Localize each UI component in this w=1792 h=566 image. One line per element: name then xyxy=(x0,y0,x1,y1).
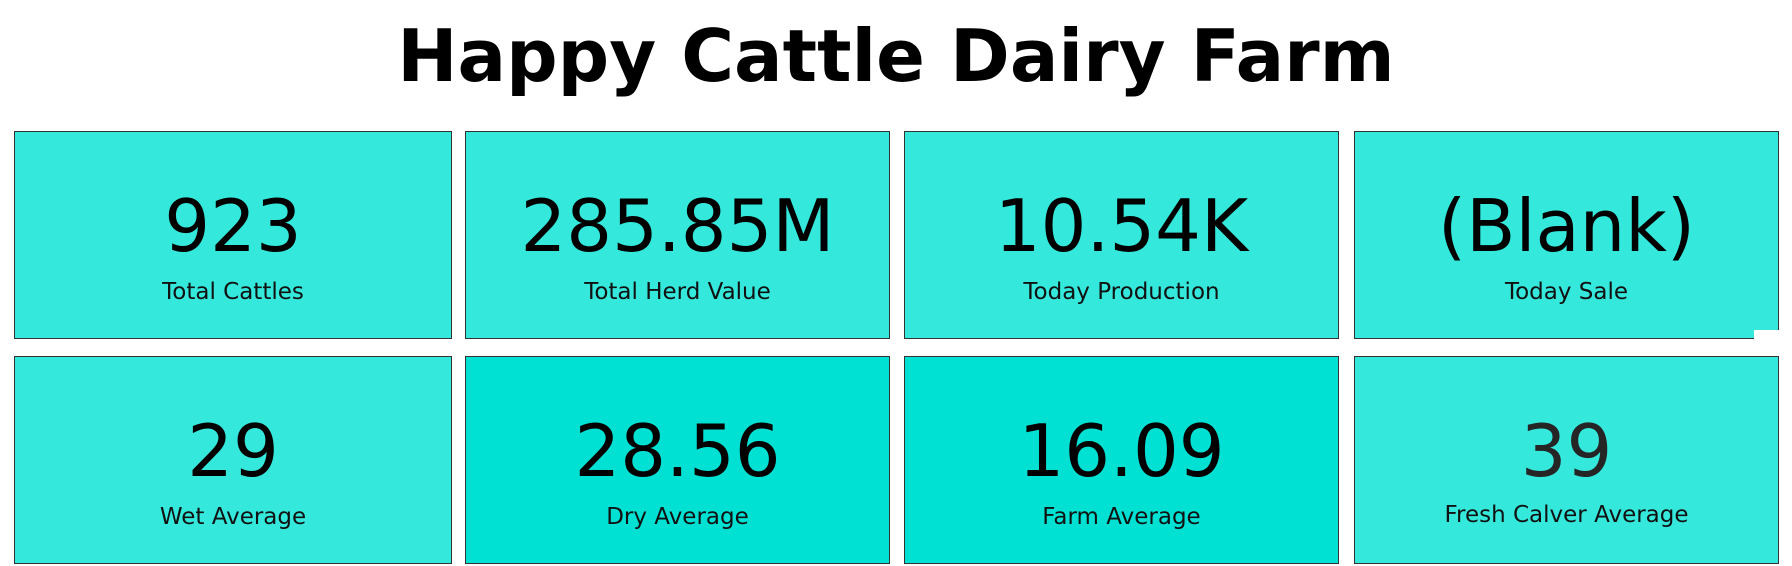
card-value: (Blank) xyxy=(1437,184,1696,268)
card-wet-average[interactable]: 29 Wet Average xyxy=(14,356,452,564)
card-value: 28.56 xyxy=(574,409,781,493)
card-total-cattles[interactable]: 923 Total Cattles xyxy=(14,131,452,339)
card-fresh-calver-average[interactable]: 39 Fresh Calver Average xyxy=(1354,356,1779,564)
card-value: 29 xyxy=(187,409,279,493)
card-value: 10.54K xyxy=(994,184,1249,268)
card-value: 39 xyxy=(1520,409,1613,493)
card-today-production[interactable]: 10.54K Today Production xyxy=(904,131,1339,339)
card-label: Fresh Calver Average xyxy=(1444,502,1689,528)
card-farm-average[interactable]: 16.09 Farm Average xyxy=(904,356,1339,564)
card-value: 16.09 xyxy=(1018,409,1225,493)
card-label: Farm Average xyxy=(1042,504,1201,530)
resize-handle[interactable] xyxy=(1754,330,1780,340)
card-label: Total Herd Value xyxy=(584,279,771,305)
card-label: Total Cattles xyxy=(162,279,304,305)
card-value: 285.85M xyxy=(520,184,835,268)
card-total-herd-value[interactable]: 285.85M Total Herd Value xyxy=(465,131,890,339)
card-label: Wet Average xyxy=(159,504,307,530)
card-label: Today Production xyxy=(1023,279,1220,305)
card-value: 923 xyxy=(164,184,302,268)
report-title: Happy Cattle Dairy Farm xyxy=(397,14,1395,98)
card-label: Dry Average xyxy=(606,504,749,530)
card-label: Today Sale xyxy=(1504,279,1629,305)
card-today-sale[interactable]: (Blank) Today Sale xyxy=(1354,131,1780,340)
card-dry-average[interactable]: 28.56 Dry Average xyxy=(465,356,890,564)
